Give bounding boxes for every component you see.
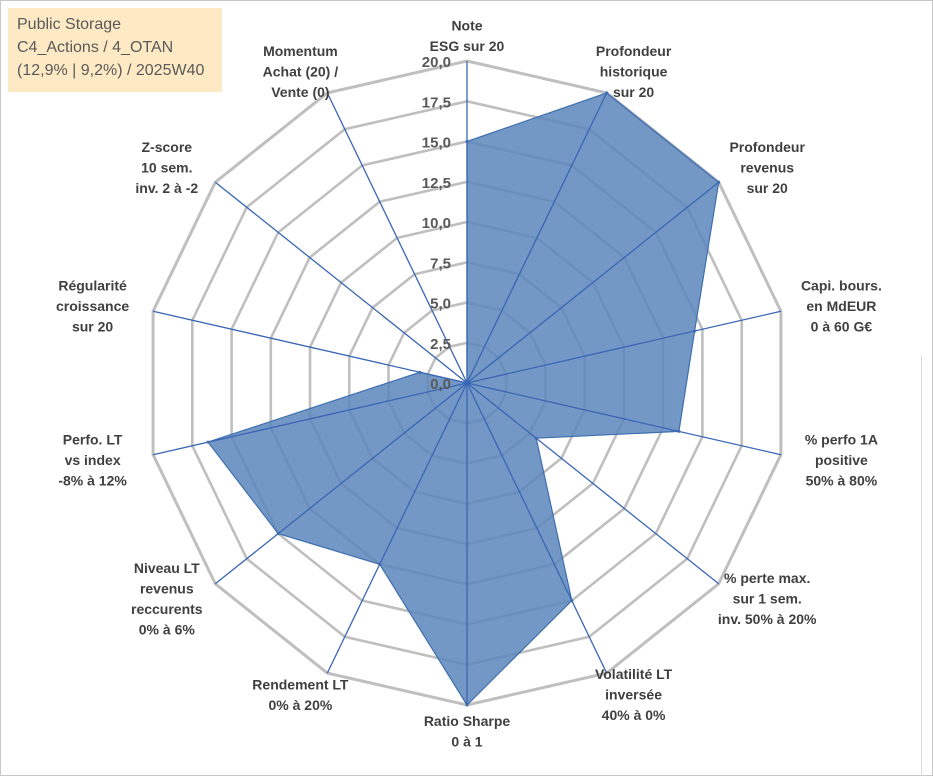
axis-label-line: Perfo. LT	[63, 432, 123, 448]
tick-label: 2,5	[430, 336, 451, 353]
axis-spoke	[152, 310, 468, 384]
axis-label: % perfo 1A positive 50% à 80%	[805, 432, 878, 489]
axis-label-line: 50% à 80%	[806, 473, 878, 489]
tick-label: 12,5	[422, 175, 451, 192]
axis-label-line: Z-score	[142, 139, 193, 155]
tick-labels: 0,0 2,5 5,0 7,5 10,0 12,5 15,0 17,5 20,0	[422, 54, 451, 393]
axis-label-line: positive	[815, 452, 868, 468]
axis-label: Régularité croissance sur 20	[56, 278, 129, 335]
axis-label: Z-score 10 sem. inv. 2 à -2	[135, 139, 198, 196]
tick-label: 17,5	[422, 94, 451, 111]
tick-label: 20,0	[422, 54, 451, 71]
axis-label-line: Ratio Sharpe	[424, 713, 511, 729]
tick-label: 0,0	[430, 376, 451, 393]
axis-label-line: 0% à 6%	[139, 622, 196, 638]
axis-label-line: croissance	[56, 298, 129, 314]
axis-label-line: vs index	[65, 452, 121, 468]
axis-label: Momentum Achat (20) / Vente (0)	[263, 43, 339, 100]
axis-label-line: Volatilité LT	[595, 666, 673, 682]
axis-label-line: Rendement LT	[252, 677, 349, 693]
axis-label-line: 10 sem.	[141, 159, 192, 175]
axis-spoke	[326, 382, 468, 674]
axis-label-line: Achat (20) /	[263, 63, 339, 79]
axis-label-line: sur 1 sem.	[733, 591, 802, 607]
tick-label: 7,5	[430, 255, 451, 272]
axis-label-line: en MdEUR	[806, 298, 876, 314]
axis-label-line: historique	[600, 63, 668, 79]
axis-label: Niveau LT revenus reccurents 0% à 6%	[131, 560, 203, 638]
axis-label-line: 0% à 20%	[268, 697, 332, 713]
axis-spoke	[466, 92, 608, 384]
axis-label-line: sur 20	[72, 319, 113, 335]
axis-label: Capi. bours. en MdEUR 0 à 60 G€	[801, 278, 882, 335]
axis-labels: Note ESG sur 20 Profondeur historique sur 20…	[56, 18, 882, 750]
axis-spoke	[466, 382, 608, 674]
axis-label: Note ESG sur 20	[430, 18, 505, 55]
axis-label-line: % perte max.	[724, 570, 810, 586]
info-name: Public Storage	[17, 16, 122, 33]
axis-label-line: Niveau LT	[134, 560, 200, 576]
axis-label: Volatilité LT inversée 40% à 0%	[595, 666, 673, 723]
tick-label: 10,0	[422, 215, 451, 232]
axis-label: Rendement LT 0% à 20%	[252, 677, 349, 714]
axis-spoke	[214, 382, 468, 585]
axis-label-line: Profondeur	[596, 43, 672, 59]
axis-label-line: 40% à 0%	[602, 707, 666, 723]
axis-label: Ratio Sharpe 0 à 1	[424, 713, 511, 750]
axis-label-line: Régularité	[58, 278, 127, 294]
side-divider	[921, 356, 932, 776]
axis-label-line: revenus	[740, 159, 794, 175]
axis-spoke	[466, 382, 720, 585]
axis-label: % perte max. sur 1 sem. inv. 50% à 20%	[718, 570, 817, 627]
axis-label-line: Momentum	[263, 43, 338, 59]
tick-label: 15,0	[422, 135, 451, 152]
axis-label: Profondeur historique sur 20	[596, 43, 672, 100]
axis-label-line: % perfo 1A	[805, 432, 878, 448]
axis-label-line: reccurents	[131, 601, 203, 617]
axis-label-line: Vente (0)	[271, 84, 329, 100]
axis-label-line: inv. 50% à 20%	[718, 611, 817, 627]
info-box: Public Storage C4_Actions / 4_OTAN (12,9…	[8, 8, 222, 92]
axis-label-line: inversée	[605, 687, 662, 703]
axis-label: Perfo. LT vs index -8% à 12%	[58, 432, 127, 489]
axis-spokes	[152, 61, 782, 705]
tick-label: 5,0	[430, 296, 451, 313]
axis-label-line: ESG sur 20	[430, 38, 505, 54]
axis-spoke	[152, 382, 468, 456]
axis-label-line: Profondeur	[729, 139, 805, 155]
axis-label-line: sur 20	[613, 84, 654, 100]
axis-label-line: 0 à 60 G€	[811, 319, 873, 335]
axis-label-line: -8% à 12%	[58, 473, 127, 489]
info-category: C4_Actions / 4_OTAN	[17, 39, 174, 56]
axis-label: Profondeur revenus sur 20	[729, 139, 805, 196]
axis-label-line: sur 20	[747, 180, 788, 196]
axis-label-line: 0 à 1	[451, 734, 482, 750]
axis-spoke	[326, 92, 468, 384]
axis-spoke	[466, 382, 782, 456]
axis-spoke	[214, 181, 468, 384]
axis-label-line: Note	[451, 18, 482, 34]
axis-spoke	[466, 310, 782, 384]
info-stats: (12,9% | 9,2%) / 2025W40	[17, 62, 205, 79]
axis-label-line: Capi. bours.	[801, 278, 882, 294]
data-area	[207, 92, 720, 706]
axis-label-line: revenus	[140, 581, 194, 597]
axis-label-line: inv. 2 à -2	[135, 180, 198, 196]
axis-spoke	[466, 181, 720, 384]
